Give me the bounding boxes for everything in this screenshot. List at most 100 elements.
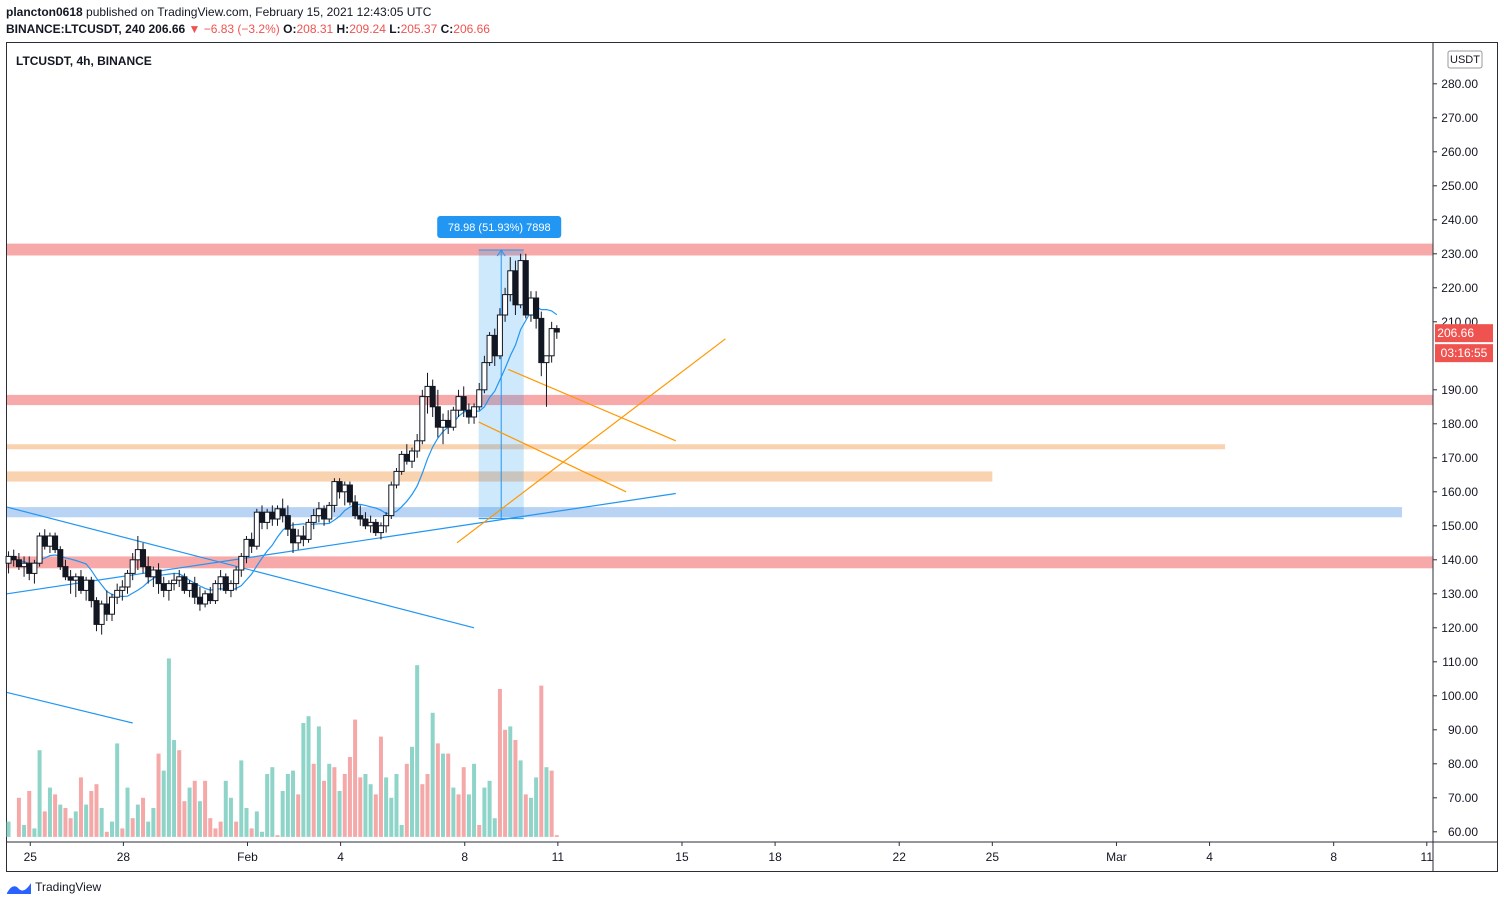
price-tick-label: 230.00: [1441, 247, 1478, 261]
trend-line-5[interactable]: [507, 368, 677, 442]
candle: [445, 410, 452, 434]
volume-bar: [544, 767, 549, 837]
open-value: 208.31: [296, 22, 334, 36]
volume-bar: [404, 763, 409, 837]
volume-bar: [109, 821, 114, 837]
candle: [181, 573, 188, 594]
trend-line-1[interactable]: [6, 492, 676, 595]
candle: [57, 546, 64, 570]
volume-bar: [451, 787, 456, 837]
price-tick-label: 180.00: [1441, 417, 1478, 431]
volume-bar: [285, 774, 290, 837]
trend-line-4[interactable]: [478, 421, 627, 493]
candle: [383, 512, 390, 533]
zone-support-4: [7, 507, 1402, 518]
high-label: H:: [336, 22, 350, 36]
volume-bar: [197, 801, 202, 837]
volume-bar: [42, 811, 47, 837]
candle: [305, 519, 312, 543]
zone-resistance-0: [7, 243, 1433, 256]
candle: [533, 291, 540, 329]
time-tick-label: 11: [1421, 850, 1434, 864]
price-tick-label: 250.00: [1441, 179, 1478, 193]
volume-bar: [32, 828, 37, 837]
volume-bar: [518, 760, 523, 837]
volume-bar: [461, 767, 466, 837]
volume-bar: [254, 811, 259, 837]
candle: [171, 573, 178, 591]
volume-bar: [358, 777, 363, 837]
volume-bar: [456, 794, 461, 837]
candle: [217, 570, 224, 591]
candle: [88, 576, 95, 608]
volume-bar: [394, 774, 399, 837]
currency-box[interactable]: [1447, 50, 1483, 69]
volume-bar: [265, 774, 270, 837]
volume-bar: [373, 794, 378, 837]
countdown-box: [1435, 344, 1493, 363]
volume-bar: [327, 763, 332, 837]
zone-support-3: [7, 471, 993, 482]
candle: [450, 406, 457, 431]
volume-bar: [425, 774, 430, 837]
time-tick-label: 15: [675, 850, 689, 864]
candle: [140, 542, 147, 574]
candle: [315, 502, 322, 523]
price-tick-label: 110.00: [1442, 655, 1478, 669]
candle: [279, 498, 286, 523]
candle: [455, 389, 462, 417]
candle: [233, 566, 240, 591]
volume-bar: [94, 784, 99, 837]
candle: [119, 580, 126, 601]
candle: [331, 478, 338, 513]
candle: [129, 553, 136, 581]
candle: [357, 505, 364, 526]
volume-bar: [482, 787, 487, 837]
volume-bar: [187, 787, 192, 837]
low-value: 205.37: [400, 22, 438, 36]
volume-bar: [430, 712, 435, 837]
volume-bar: [125, 787, 130, 837]
candle: [284, 505, 291, 536]
symbol-ohlc-line: BINANCE:LTCUSDT, 240 206.66 ▼ −6.83 (−3.…: [6, 22, 490, 36]
candle: [108, 593, 115, 621]
last-price: 206.66: [148, 22, 186, 36]
candle: [496, 308, 503, 360]
zone-support-2: [7, 444, 1226, 450]
volume-bar: [166, 658, 171, 837]
candle: [290, 522, 297, 553]
trend-line-3[interactable]: [456, 338, 726, 544]
chart-frame[interactable]: [6, 42, 1498, 872]
candle: [398, 451, 405, 475]
candle: [321, 505, 328, 526]
price-tick-label: 190.00: [1441, 383, 1478, 397]
candle: [83, 576, 90, 601]
time-tick-label: 8: [1330, 850, 1337, 864]
candle: [522, 253, 529, 319]
volume-bar: [508, 726, 513, 837]
candle: [310, 508, 317, 530]
candle: [502, 287, 509, 322]
candle: [465, 403, 472, 424]
candle: [93, 597, 100, 632]
candle: [336, 478, 343, 499]
volume-bar: [399, 825, 404, 837]
volume-bar: [156, 753, 161, 837]
volume-bar: [332, 767, 337, 837]
trend-line-2[interactable]: [6, 691, 133, 724]
volume-bar: [389, 797, 394, 837]
price-tick-label: 240.00: [1441, 213, 1478, 227]
volume-bar: [301, 723, 306, 837]
author-name[interactable]: plancton0618: [6, 5, 83, 19]
volume-bar: [37, 750, 42, 837]
volume-bar: [306, 716, 311, 837]
tradingview-footer[interactable]: TradingView: [6, 880, 101, 896]
time-tick-label: 18: [768, 850, 782, 864]
volume-bar: [177, 750, 182, 837]
candle: [264, 508, 271, 530]
volume-bar: [534, 777, 539, 837]
candle: [481, 355, 488, 394]
candle: [160, 576, 167, 598]
price-change: ▼ −6.83 (−3.2%): [188, 22, 280, 36]
